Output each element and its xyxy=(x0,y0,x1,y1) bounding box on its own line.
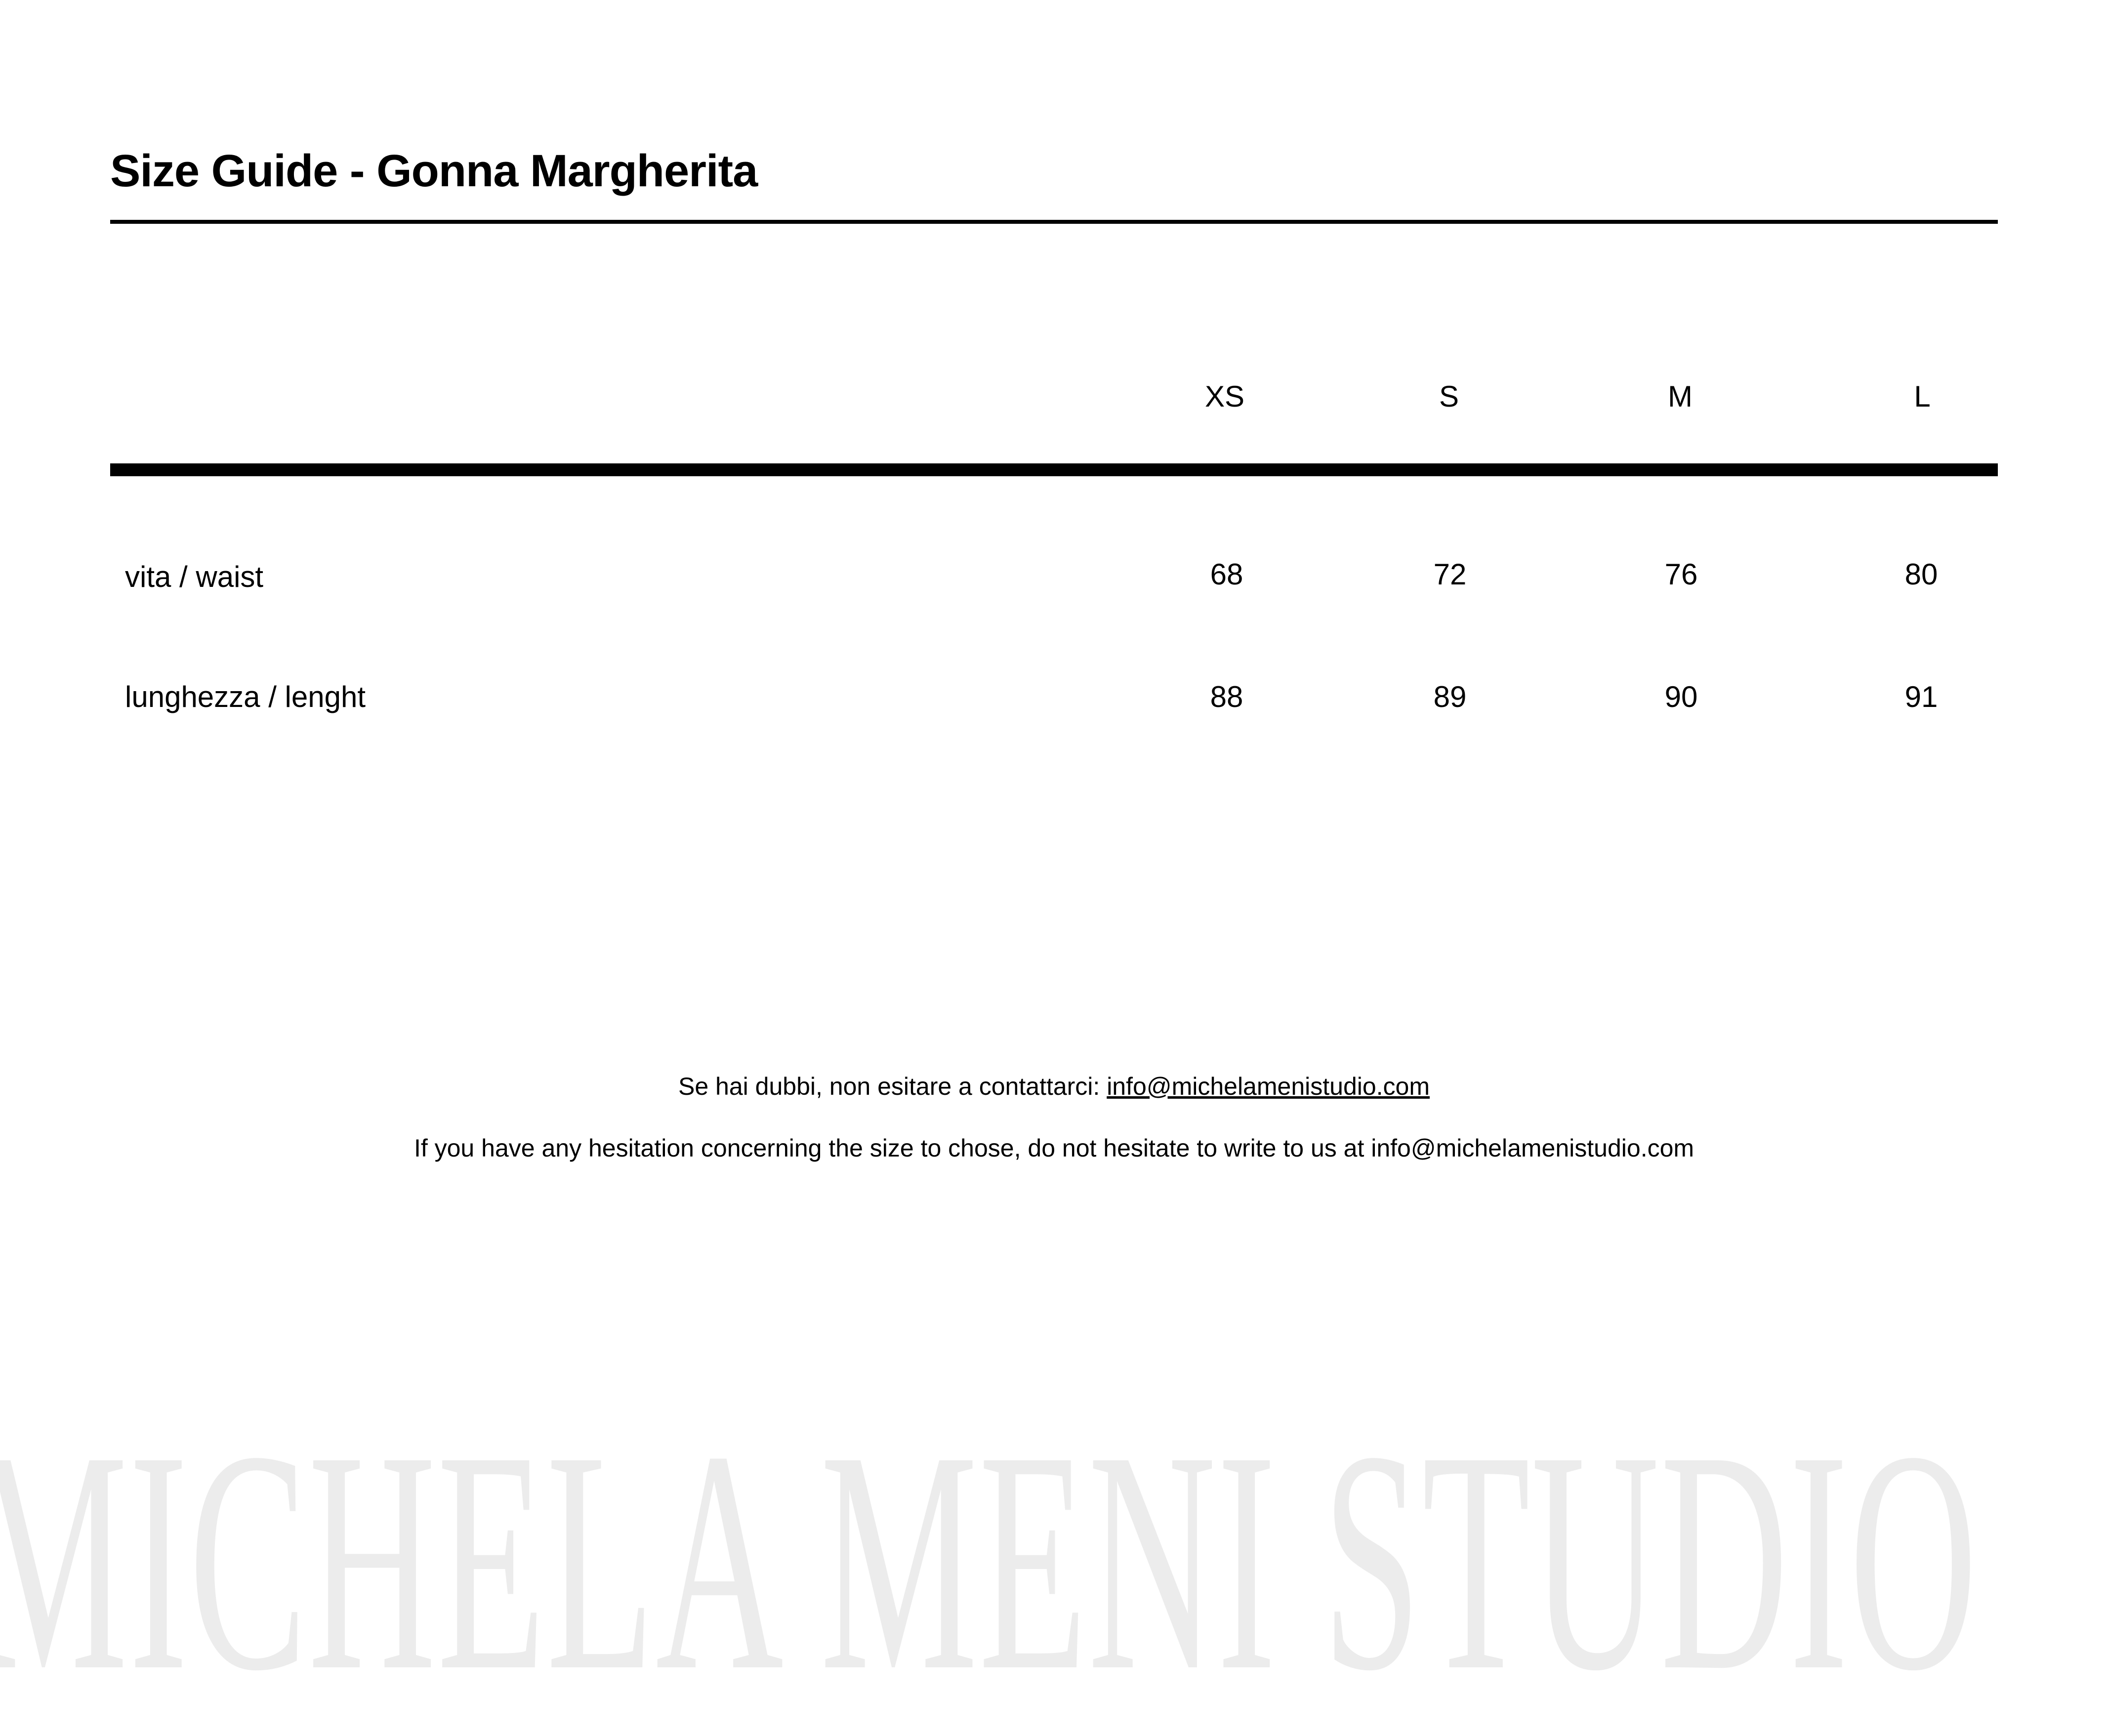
table-cell: 88 xyxy=(1210,680,1243,713)
column-header-l: L xyxy=(1914,380,1931,413)
row-label: vita / waist xyxy=(125,560,264,593)
contact-line-italian: Se hai dubbi, non esitare a contattarci:… xyxy=(0,1074,2108,1099)
table-cell: 90 xyxy=(1664,680,1698,713)
brand-watermark: MICHELA MENI STUDIO xyxy=(0,1386,1979,1736)
table-cell: 68 xyxy=(1210,558,1243,591)
column-header-m: M xyxy=(1668,380,1693,413)
contact-text: Se hai dubbi, non esitare a contattarci: xyxy=(678,1073,1107,1100)
table-cell: 91 xyxy=(1904,680,1938,713)
contact-line-english: If you have any hesitation concerning th… xyxy=(413,1134,1695,1162)
title-divider xyxy=(110,220,1998,224)
page-title: Size Guide - Gonna Margherita xyxy=(110,146,758,196)
table-cell: 72 xyxy=(1433,558,1467,591)
row-label: lunghezza / lenght xyxy=(125,680,366,713)
email-link[interactable]: info@michelamenistudio.com xyxy=(1107,1073,1430,1100)
table-cell: 76 xyxy=(1664,558,1698,591)
column-header-s: S xyxy=(1439,380,1459,413)
table-cell: 89 xyxy=(1433,680,1467,713)
table-cell: 80 xyxy=(1904,558,1938,591)
header-divider xyxy=(110,463,1998,476)
column-header-xs: XS xyxy=(1204,380,1245,413)
